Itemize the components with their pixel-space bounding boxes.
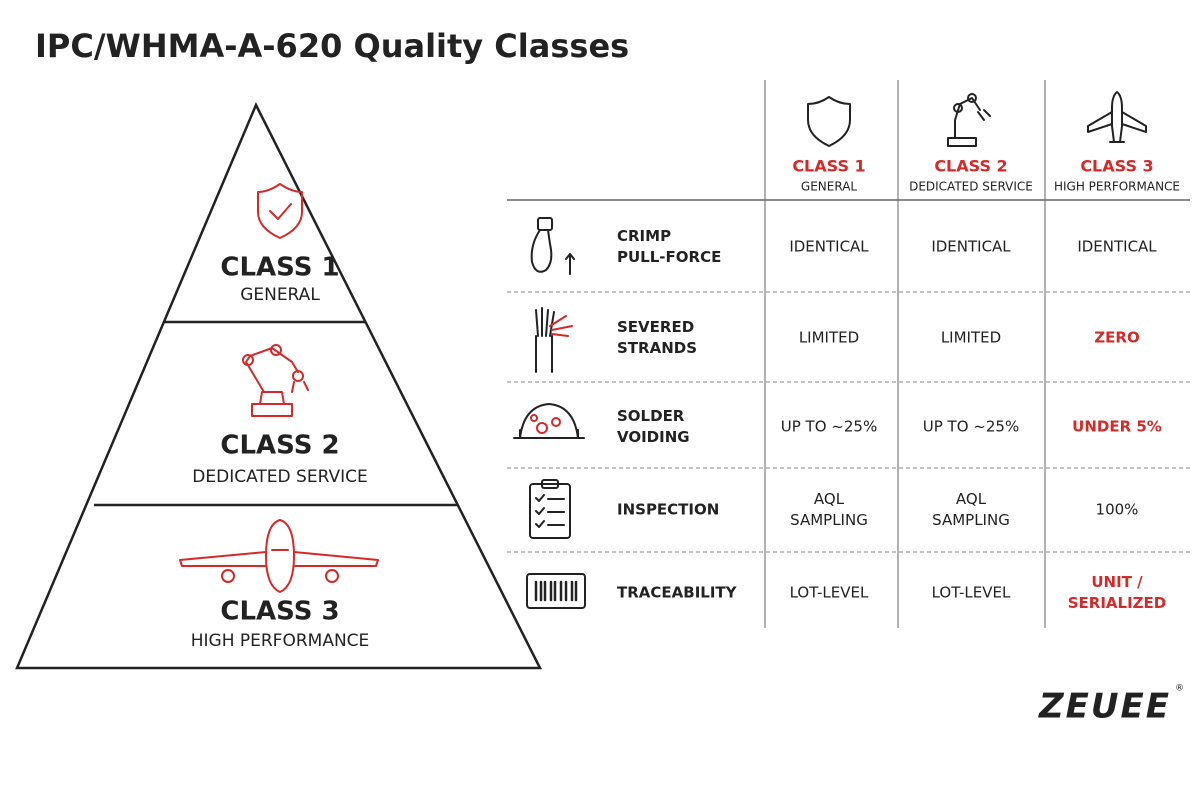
airplane-icon bbox=[179, 519, 379, 593]
cell-text: ZERO bbox=[1094, 329, 1139, 347]
cell-text: UNDER 5% bbox=[1072, 418, 1162, 436]
airplane-header-icon bbox=[1087, 91, 1147, 143]
cell-text: LIMITED bbox=[941, 329, 1001, 347]
cell-text: UP TO ~25% bbox=[781, 418, 877, 436]
pyramid-class: CLASS 1 bbox=[220, 253, 339, 283]
cell-text: LIMITED bbox=[799, 329, 859, 347]
pyramid-subtitle: DEDICATED SERVICE bbox=[192, 467, 367, 487]
shield-icon bbox=[257, 183, 303, 239]
cell-text: IDENTICAL bbox=[931, 238, 1011, 256]
barcode-icon bbox=[526, 573, 586, 609]
solder-icon bbox=[513, 403, 585, 439]
shield-header-icon bbox=[807, 96, 851, 147]
row-label: CRIMP bbox=[617, 227, 671, 245]
row-label: TRACEABILITY bbox=[617, 584, 738, 602]
row-label: VOIDING bbox=[617, 428, 690, 446]
crimp-icon bbox=[530, 217, 575, 275]
pyramid-outline bbox=[15, 102, 543, 670]
logo: ZEUEE bbox=[1038, 687, 1171, 727]
row-label: PULL-FORCE bbox=[617, 248, 721, 266]
pyramid bbox=[15, 102, 543, 670]
cell-text: LOT-LEVEL bbox=[790, 584, 869, 602]
robot-icon bbox=[242, 344, 309, 417]
column-class: CLASS 3 bbox=[1080, 157, 1153, 176]
cell-text: SAMPLING bbox=[932, 511, 1010, 529]
column-class: CLASS 2 bbox=[934, 157, 1007, 176]
row-label: STRANDS bbox=[617, 339, 697, 357]
column-class: CLASS 1 bbox=[792, 157, 865, 176]
row-label: INSPECTION bbox=[617, 501, 719, 519]
cell-text: IDENTICAL bbox=[1077, 238, 1157, 256]
row-label: SEVERED bbox=[617, 318, 694, 336]
cell-text: 100% bbox=[1096, 501, 1139, 519]
column-subtitle: GENERAL bbox=[801, 180, 858, 194]
logo-mark: ® bbox=[1175, 684, 1184, 694]
cell-text: AQL bbox=[814, 490, 845, 508]
checklist-icon bbox=[529, 479, 571, 539]
cell-text: LOT-LEVEL bbox=[932, 584, 1011, 602]
cell-text: IDENTICAL bbox=[789, 238, 869, 256]
cell-text: UP TO ~25% bbox=[923, 418, 1019, 436]
cell-text: UNIT / bbox=[1091, 573, 1143, 591]
column-subtitle: HIGH PERFORMANCE bbox=[1054, 180, 1180, 194]
pyramid-subtitle: GENERAL bbox=[240, 285, 320, 305]
pyramid-class: CLASS 2 bbox=[220, 431, 339, 461]
row-label: SOLDER bbox=[617, 407, 685, 425]
title: IPC/WHMA-A-620 Quality Classes bbox=[35, 27, 629, 65]
strands-icon bbox=[535, 307, 573, 373]
cell-text: AQL bbox=[956, 490, 987, 508]
table-grid bbox=[507, 80, 1190, 628]
robot-header-icon bbox=[947, 93, 991, 147]
pyramid-subtitle: HIGH PERFORMANCE bbox=[191, 631, 370, 651]
cell-text: SERIALIZED bbox=[1068, 594, 1167, 612]
pyramid-class: CLASS 3 bbox=[220, 597, 339, 627]
column-subtitle: DEDICATED SERVICE bbox=[909, 180, 1033, 194]
cell-text: SAMPLING bbox=[790, 511, 868, 529]
